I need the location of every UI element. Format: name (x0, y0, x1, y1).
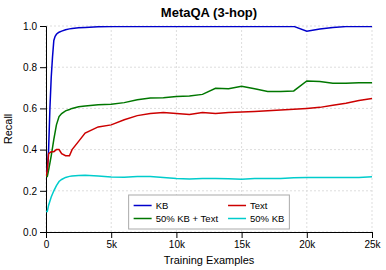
tick: 0 (44, 232, 50, 250)
legend-item: 50% KB + Text (134, 213, 219, 224)
legend-swatch (228, 218, 246, 220)
tick: 10k (169, 232, 186, 250)
tick-mark (40, 67, 46, 68)
tick-label: 5k (106, 239, 118, 250)
tick-mark (111, 232, 112, 238)
x-axis: 0 5k 10k 15k 20k 25k (44, 232, 382, 250)
series-line (46, 99, 372, 177)
grid (46, 26, 372, 232)
tick-label: 10k (169, 239, 186, 250)
tick-label: 20k (299, 239, 316, 250)
tick-label: 0 (44, 239, 50, 250)
legend-label: 50% KB (250, 213, 284, 224)
tick: 0.4 (23, 144, 46, 155)
tick: 0.0 (23, 227, 46, 238)
tick-mark (307, 232, 308, 238)
grid-line (372, 26, 373, 232)
tick-label: 0.2 (23, 186, 37, 197)
y-axis-title: Recall (2, 114, 14, 145)
x-axis-title: Training Examples (164, 254, 255, 266)
tick-mark (40, 232, 46, 233)
tick: 25k (364, 232, 381, 250)
tick-label: 1.0 (23, 21, 37, 32)
tick-mark (40, 191, 46, 192)
legend-label: KB (156, 200, 169, 211)
title: MetaQA (3-hop) (161, 5, 257, 20)
legend-label: 50% KB + Text (156, 213, 219, 224)
tick: 1.0 (23, 21, 46, 32)
legend-swatch (134, 205, 152, 207)
tick-mark (40, 108, 46, 109)
tick-label: 15k (234, 239, 251, 250)
grid-line (111, 26, 112, 232)
grid-line (46, 108, 372, 109)
legend: KB 50% KB + Text Text 50% KB (129, 195, 290, 229)
grid-line (306, 26, 307, 232)
tick-label: 25k (364, 239, 381, 250)
tick-mark (40, 150, 46, 151)
chart: 0 5k 10k 15k 20k 25k 0.0 0.2 0.4 0.6 0.8 1.0 KB 50% K… (0, 0, 386, 270)
axis-line (40, 27, 47, 233)
legend-item: Text (228, 200, 268, 211)
tick-label: 0.8 (23, 62, 37, 73)
legend-item: KB (134, 200, 169, 211)
legend-swatch (228, 205, 246, 207)
series-line (46, 26, 372, 176)
grid-line (46, 190, 372, 191)
y-axis: 0.0 0.2 0.4 0.6 0.8 1.0 (23, 21, 46, 238)
tick-mark (176, 232, 177, 238)
series-line (46, 81, 372, 176)
tick-mark (40, 26, 46, 27)
legend-item: 50% KB (228, 213, 284, 224)
tick: 0.2 (23, 186, 46, 197)
tick: 15k (234, 232, 251, 250)
axis-line (47, 233, 373, 239)
tick-label: 0.4 (23, 144, 37, 155)
lines (46, 26, 372, 211)
grid-line (46, 67, 372, 68)
tick: 5k (106, 232, 118, 250)
tick-mark (242, 232, 243, 238)
legend-frame (129, 195, 290, 229)
tick-label: 0.6 (23, 103, 37, 114)
legend-label: Text (250, 200, 268, 211)
tick-label: 0.0 (23, 227, 37, 238)
legend-swatch (134, 218, 152, 220)
tick: 20k (299, 232, 316, 250)
plot: 0 5k 10k 15k 20k 25k 0.0 0.2 0.4 0.6 0.8 1.0 KB 50% K… (23, 21, 381, 250)
tick: 0.6 (23, 103, 46, 114)
tick: 0.8 (23, 62, 46, 73)
tick-mark (372, 232, 373, 238)
grid-line (46, 149, 372, 150)
